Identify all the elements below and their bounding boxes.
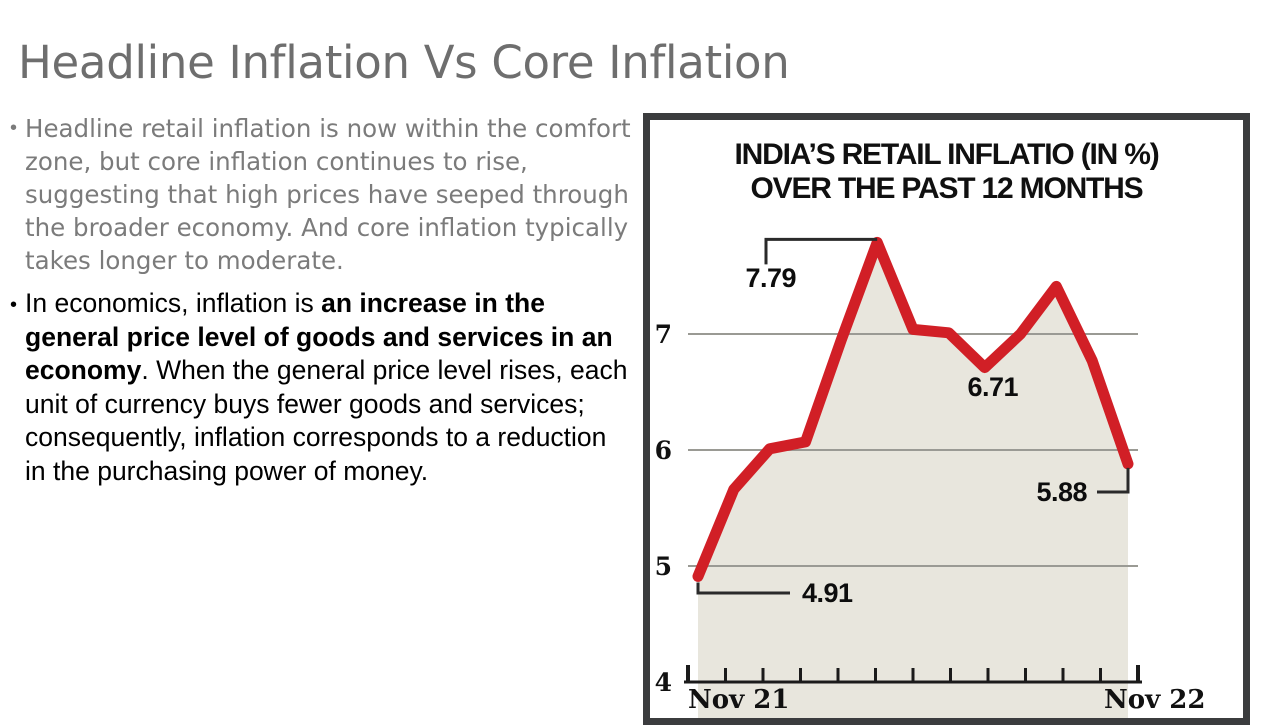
bullet-run-plain-lead: In economics, inflation is [25, 288, 322, 318]
y-axis-tick-4: 4 [655, 668, 672, 697]
chart-annotation-leaders [696, 237, 1130, 595]
bullet-text-1: Headline retail inflation is now within … [25, 114, 631, 275]
list-item: • Headline retail inflation is now withi… [10, 112, 634, 277]
chart-y-axis-labels: 7 6 5 4 [655, 320, 672, 697]
data-label-779: 7.79 [745, 263, 796, 293]
leader-779 [764, 237, 878, 265]
page-title: Headline Inflation Vs Core Inflation [18, 36, 790, 89]
chart-title-line-1: INDIA’S RETAIL INFLATIO (IN %) [734, 138, 1160, 171]
x-axis-label-start: Nov 21 [688, 685, 789, 715]
leader-491 [696, 582, 790, 595]
data-label-671: 6.71 [967, 372, 1018, 402]
bullet-text-2: In economics, inflation is an increase i… [25, 287, 634, 488]
chart-series-line [692, 236, 1134, 582]
chart-area-fill [698, 242, 1128, 718]
chart-x-axis [684, 665, 1142, 684]
y-axis-tick-5: 5 [655, 552, 672, 581]
data-label-491: 4.91 [802, 578, 853, 608]
y-axis-tick-7: 7 [655, 320, 672, 349]
chart-inner: INDIA’S RETAIL INFLATIO (IN %) OVER THE … [650, 120, 1243, 718]
bullet-marker-icon: • [10, 294, 18, 316]
bullet-marker-icon: • [10, 117, 18, 139]
list-item: • In economics, inflation is an increase… [10, 287, 634, 488]
chart-title: INDIA’S RETAIL INFLATIO (IN %) OVER THE … [650, 138, 1243, 206]
chart-panel: INDIA’S RETAIL INFLATIO (IN %) OVER THE … [643, 113, 1250, 725]
bullet-run-bold: an increase in the general price level o… [25, 288, 613, 385]
chart-title-line-2: OVER THE PAST 12 MONTHS [750, 172, 1144, 205]
x-axis-label-end: Nov 22 [1104, 685, 1205, 715]
y-axis-tick-6: 6 [655, 436, 672, 465]
inflation-area-chart: 7 6 5 4 Nov 21 Nov 22 7.79 6.71 5.88 4.91 [655, 236, 1205, 718]
content-column: • Headline retail inflation is now withi… [10, 112, 634, 712]
bullet-run-plain-tail: . When the general price level rises, ea… [25, 355, 628, 486]
data-label-588: 5.88 [1036, 477, 1087, 507]
leader-588 [1097, 467, 1130, 494]
